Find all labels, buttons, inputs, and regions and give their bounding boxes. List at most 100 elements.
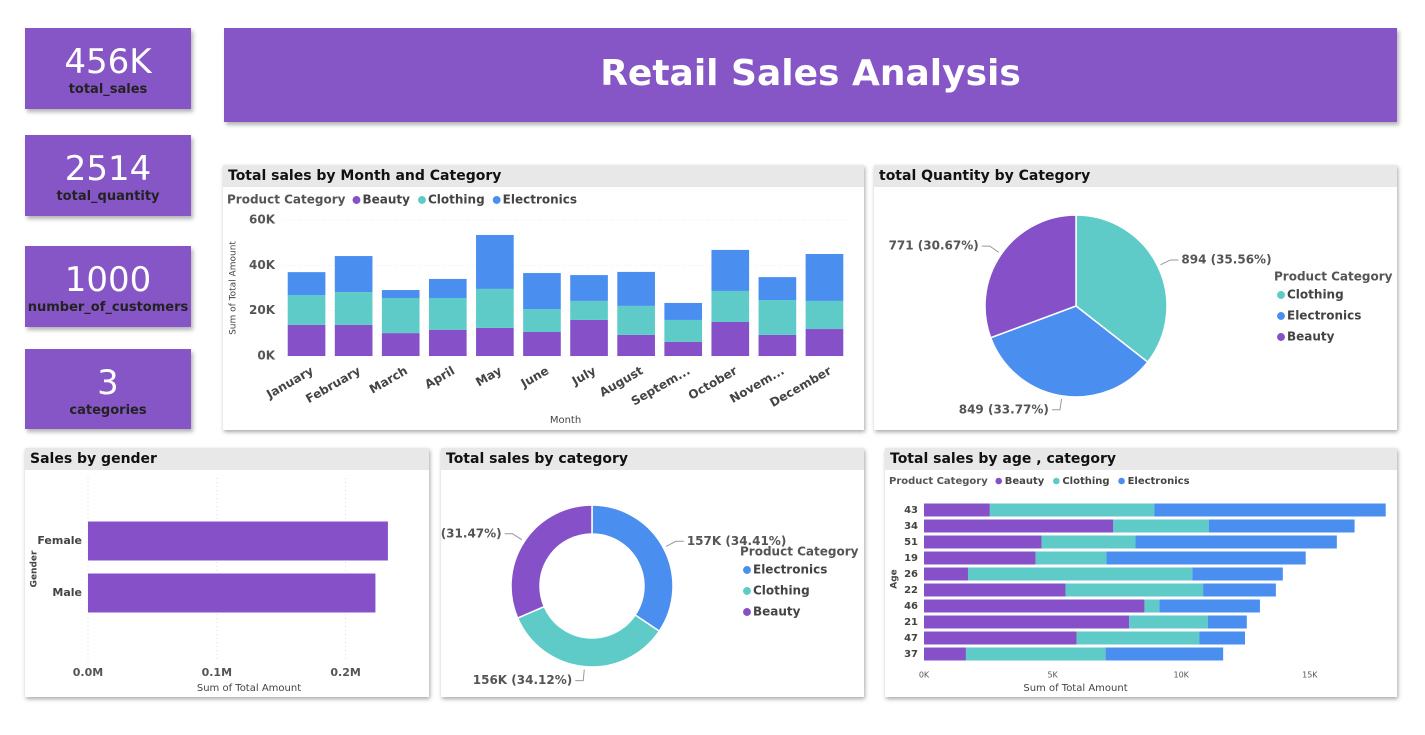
legend-label: Beauty <box>1287 330 1335 344</box>
leader-line <box>1051 398 1063 411</box>
legend-label: Clothing <box>1287 288 1344 302</box>
x-tick-label: 0.0M <box>73 666 103 679</box>
bar <box>965 647 1106 661</box>
bar-segment <box>476 234 514 289</box>
bar-segment <box>381 333 420 356</box>
bar-segment <box>758 300 797 335</box>
legend-marker <box>1277 312 1285 320</box>
legend-label: Clothing <box>1062 476 1109 487</box>
legend-marker <box>352 196 361 204</box>
pie-slice <box>984 214 1077 339</box>
legend-marker <box>1118 477 1125 485</box>
leader-line <box>1160 259 1179 266</box>
bar-segment <box>570 319 608 356</box>
chart-panel: Sales by gender 0.0M 0.1M 0.2M Female Male Sum… <box>25 448 429 697</box>
panel-header <box>885 448 1397 470</box>
legend-label: Clothing <box>753 584 810 598</box>
bar-segment <box>428 297 467 330</box>
bar <box>1105 647 1224 661</box>
legend-label: Clothing <box>428 193 485 207</box>
kpi-value: 2514 <box>64 149 152 189</box>
bar-segment <box>334 324 373 356</box>
x-tick-label: March <box>367 364 410 397</box>
x-tick-label: 10K <box>1174 671 1190 680</box>
bar <box>924 599 1145 613</box>
leader-line <box>575 669 585 682</box>
bar-segment <box>711 290 750 322</box>
legend-title: Product Category <box>889 476 988 487</box>
kpi-card: 1000 number_of_customers <box>25 246 191 327</box>
bar-segment <box>381 297 420 334</box>
bar <box>924 615 1130 629</box>
bar <box>1035 551 1107 565</box>
bar-segment <box>523 273 561 310</box>
x-tick-label: May <box>473 363 504 389</box>
bar <box>924 551 1036 565</box>
data-label: 849 (33.77%) <box>959 402 1049 416</box>
y-tick-label: 20K <box>249 303 276 317</box>
panel-header <box>874 165 1397 187</box>
bar-segment <box>428 329 467 356</box>
x-tick-label: April <box>422 364 457 392</box>
bar <box>1199 631 1246 645</box>
y-tick-label: 34 <box>904 521 918 532</box>
kpi-label: total_quantity <box>56 189 160 204</box>
y-tick-label: 19 <box>904 553 918 564</box>
kpi-label: total_sales <box>68 82 148 97</box>
bar-segment <box>758 277 797 301</box>
bar <box>1154 503 1386 517</box>
data-label: 144K (31.47%) <box>441 526 502 540</box>
bar-segment <box>287 324 326 356</box>
bar-segment <box>617 271 655 306</box>
y-tick-label: 37 <box>904 649 918 660</box>
leader-line <box>665 540 684 547</box>
bar-segment <box>287 295 326 325</box>
legend-marker <box>743 608 751 616</box>
chart-panel: Total sales by Month and Category 0K 20K 40… <box>223 165 864 430</box>
y-axis-title: Gender <box>30 550 40 587</box>
bar-segment <box>758 334 797 356</box>
legend-title: Product Category <box>740 545 859 559</box>
legend-label: Electronics <box>1128 476 1190 487</box>
data-label: 894 (35.56%) <box>1181 252 1271 266</box>
donut-slice <box>510 504 593 620</box>
legend-title: Product Category <box>227 193 346 207</box>
legend-marker <box>743 587 751 595</box>
chart-panel: Total sales by category 157K (34.41%) 156K… <box>441 448 864 697</box>
y-tick-label: 43 <box>904 505 918 516</box>
bar <box>924 631 1077 645</box>
bar <box>967 567 1193 581</box>
bar <box>1076 631 1200 645</box>
bar-segment <box>570 300 608 320</box>
bar <box>1207 615 1247 629</box>
data-label: 156K (34.12%) <box>473 673 572 687</box>
legend-label: Electronics <box>753 563 827 577</box>
bar <box>1203 583 1276 597</box>
bar-segment <box>805 254 844 301</box>
bar-segment <box>664 319 703 342</box>
x-axis-title: Month <box>550 415 581 426</box>
bar-segment <box>476 327 514 356</box>
kpi-value: 1000 <box>64 260 152 300</box>
bar <box>924 519 1114 533</box>
pie-slice <box>989 305 1149 398</box>
x-tick-label: July <box>569 363 599 388</box>
x-tick-label: 0K <box>919 671 930 680</box>
bar-segment <box>476 288 514 328</box>
bar-segment <box>523 309 561 332</box>
y-tick-label: 46 <box>904 601 918 612</box>
x-axis-title: Sum of Total Amount <box>197 683 301 694</box>
bar-segment <box>617 305 655 335</box>
bar <box>1065 583 1204 597</box>
panel-header <box>441 448 864 470</box>
bar <box>1129 615 1208 629</box>
chart-title: Total sales by category <box>446 451 628 467</box>
legend-marker <box>743 566 751 574</box>
y-tick-label: 47 <box>904 633 918 644</box>
kpi-label: categories <box>69 403 147 418</box>
legend-label: Electronics <box>1287 309 1361 323</box>
bar <box>1041 535 1136 549</box>
bar <box>989 503 1155 517</box>
y-axis-title: Age <box>890 569 900 589</box>
x-axis-title: Sum of Total Amount <box>1023 683 1127 694</box>
